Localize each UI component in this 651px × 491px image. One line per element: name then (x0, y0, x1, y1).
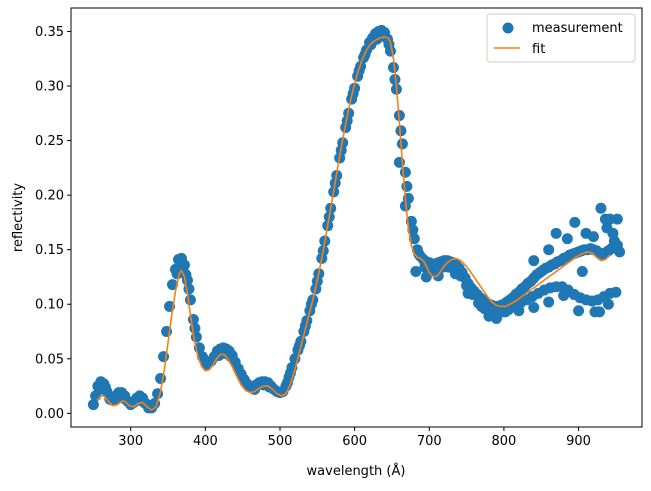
measurement-point (476, 300, 488, 312)
legend-marker-measurement (502, 22, 514, 34)
legend-label-fit: fit (532, 42, 545, 57)
measurement-point (608, 235, 620, 247)
measurement-point (490, 312, 502, 324)
y-tick-label: 0.25 (35, 134, 64, 149)
measurement-point (407, 224, 419, 236)
measurement-point (499, 306, 511, 318)
measurement-point (550, 227, 562, 239)
measurement-point (184, 294, 196, 306)
measurement-point (395, 125, 407, 137)
measurement-point (396, 138, 408, 150)
measurement-point (561, 233, 573, 245)
measurement-point (341, 115, 353, 127)
series-layer (87, 24, 626, 414)
measurement-point (595, 202, 607, 214)
measurement-point (587, 231, 599, 243)
measurement-point (611, 213, 623, 225)
measurement-point (543, 296, 555, 308)
measurement-point (513, 305, 525, 317)
measurement-point (99, 381, 111, 393)
plot-frame (70, 7, 643, 428)
fit-line (96, 36, 611, 411)
measurement-point (558, 290, 570, 302)
measurement-point (573, 305, 585, 317)
measurement-point (601, 222, 613, 234)
measurement-point (138, 396, 150, 408)
measurement-point (528, 302, 540, 314)
measurement-point (614, 246, 626, 258)
legend: measurement fit (486, 13, 636, 63)
measurement-point (420, 271, 432, 283)
measurement-point (410, 266, 422, 278)
measurement-point (167, 279, 179, 291)
legend-label-measurement: measurement (532, 21, 623, 36)
x-axis-ticks: 300 400 500 600 700 800 900 (118, 427, 591, 449)
measurement-point (449, 268, 461, 280)
measurement-point (602, 298, 614, 310)
x-axis-label: wavelength (Å) (307, 463, 406, 479)
x-tick-label: 900 (566, 434, 591, 449)
measurement-point (189, 322, 201, 334)
measurement-point (180, 269, 192, 281)
y-tick-label: 0.00 (35, 407, 64, 422)
y-tick-label: 0.30 (35, 80, 64, 95)
measurement-point (569, 216, 581, 228)
measurement-point (347, 88, 359, 100)
measurement-point (528, 255, 540, 267)
measurement-point (155, 372, 167, 384)
measurement-point (408, 233, 420, 245)
x-tick-label: 600 (342, 434, 367, 449)
y-tick-label: 0.05 (35, 352, 64, 367)
x-tick-label: 800 (492, 434, 517, 449)
measurement-point (610, 286, 622, 298)
measurement-point (432, 270, 444, 282)
x-tick-label: 700 (417, 434, 442, 449)
measurement-point (399, 166, 411, 178)
y-tick-label: 0.20 (35, 189, 64, 204)
measurement-point (87, 399, 99, 411)
y-tick-label: 0.10 (35, 298, 64, 313)
measurement-point (462, 287, 474, 299)
y-axis-ticks: 0.00 0.05 0.10 0.15 0.20 0.25 0.30 0.35 (35, 25, 71, 422)
x-tick-label: 400 (193, 434, 218, 449)
measurement-point (543, 244, 555, 256)
x-tick-label: 300 (118, 434, 143, 449)
y-tick-label: 0.15 (35, 243, 64, 258)
measurement-point (117, 392, 129, 404)
measurement-point (401, 180, 413, 192)
x-tick-label: 500 (268, 434, 293, 449)
legend-box (486, 13, 636, 63)
y-tick-label: 0.35 (35, 25, 64, 40)
measurement-point (387, 61, 399, 73)
y-axis-label: reflectivity (11, 183, 26, 253)
measurement-point (183, 283, 195, 295)
measurement-point (576, 266, 588, 278)
measurement-point (593, 306, 605, 318)
